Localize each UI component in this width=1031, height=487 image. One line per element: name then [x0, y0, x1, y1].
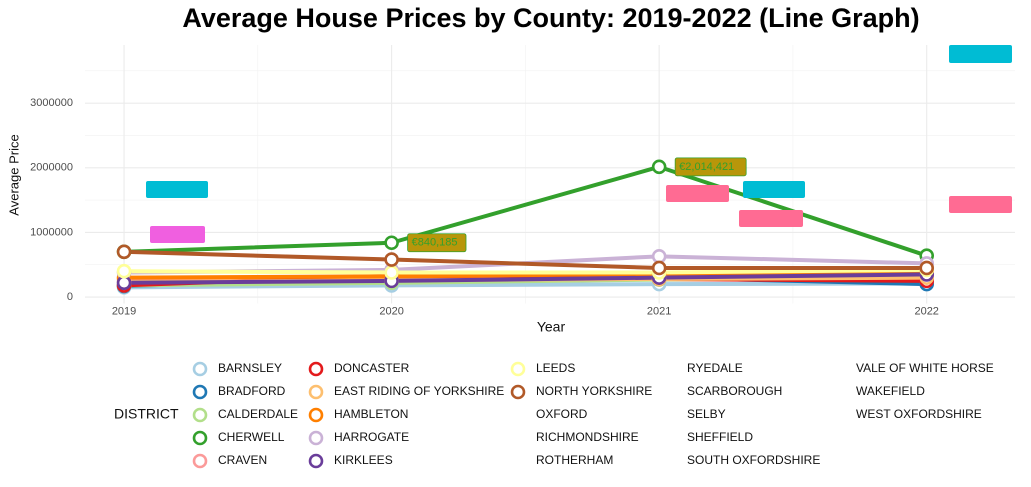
legend-key: [510, 361, 526, 377]
series-line: [124, 281, 927, 290]
x-axis-label: Year: [537, 319, 566, 335]
label-box: [739, 210, 803, 227]
legend-key: [308, 361, 324, 377]
x-tick-label: 2022: [914, 305, 938, 317]
legend-label: RYEDALE: [687, 361, 743, 375]
data-point: [116, 244, 132, 260]
legend-label: CRAVEN: [218, 453, 267, 467]
data-point: [651, 260, 667, 276]
y-tick-label: 0: [67, 291, 73, 303]
x-tick-label: 2020: [379, 305, 403, 317]
legend-key: [308, 384, 324, 400]
data-point: [651, 249, 667, 264]
label-box: [743, 181, 805, 198]
x-tick-label: 2021: [647, 305, 671, 317]
series-line: [124, 249, 927, 270]
legend-key: [192, 384, 208, 400]
series-line: [124, 272, 927, 285]
legend-label: RICHMONDSHIRE: [536, 430, 639, 444]
legend-label: ROTHERHAM: [536, 453, 613, 467]
label-boxes: [146, 45, 1012, 243]
data-point: [384, 265, 399, 280]
legend-label: DONCASTER: [334, 361, 410, 375]
legend-key: [308, 407, 324, 423]
legend-label: WAKEFIELD: [856, 384, 925, 398]
y-tick-label: 3000000: [30, 97, 73, 109]
annotation-box: [674, 157, 747, 177]
y-axis-label: Average Price: [6, 134, 21, 215]
annotation: €840,185: [412, 237, 458, 249]
annotation-box: [407, 233, 467, 253]
legend-key: [192, 361, 208, 377]
x-tick-label: 2019: [112, 305, 136, 317]
legend-label: SOUTH OXFORDSHIRE: [687, 453, 820, 467]
series-line: [124, 267, 927, 275]
legend-label: WEST OXFORDSHIRE: [856, 407, 982, 421]
label-box: [146, 181, 208, 198]
legend-title: DISTRICT: [114, 406, 179, 422]
chart-title: Average House Prices by County: 2019-202…: [182, 3, 919, 33]
legend-label: SHEFFIELD: [687, 430, 753, 444]
label-box: [949, 45, 1012, 63]
data-point: [116, 263, 132, 279]
legend-label: HAMBLETON: [334, 407, 408, 421]
label-box: [666, 185, 729, 202]
y-tick-label: 2000000: [30, 162, 73, 174]
legend-key: [192, 430, 208, 446]
annotation: €2,014,421: [679, 161, 734, 173]
data-point: [384, 252, 399, 267]
legend-label: LEEDS: [536, 361, 575, 375]
plot: €840,185 €2,014,421: [85, 45, 1015, 304]
legend-label: CHERWELL: [218, 430, 285, 444]
legend-key: [192, 453, 208, 469]
legend-label: OXFORD: [536, 407, 588, 421]
legend-key: [510, 384, 526, 400]
legend-key: [192, 407, 208, 423]
legend-label: SCARBOROUGH: [687, 384, 782, 398]
legend-label: SELBY: [687, 407, 726, 421]
legend-label: BARNSLEY: [218, 361, 282, 375]
data-point: [651, 159, 667, 175]
legend-label: VALE OF WHITE HORSE: [856, 361, 994, 375]
data-point: [384, 235, 399, 251]
legend-label: CALDERDALE: [218, 407, 298, 421]
data-point: [116, 275, 132, 291]
label-box: [949, 196, 1012, 213]
label-box: [150, 226, 205, 243]
legend-key: [308, 430, 324, 446]
legend-label: HARROGATE: [334, 430, 409, 444]
legend-label: KIRKLEES: [334, 453, 393, 467]
legend-label: BRADFORD: [218, 384, 286, 398]
legend-key: [308, 453, 324, 469]
y-tick-label: 1000000: [30, 226, 73, 238]
legend-label: EAST RIDING OF YORKSHIRE: [334, 384, 504, 398]
legend-label: NORTH YORKSHIRE: [536, 384, 652, 398]
data-point: [919, 260, 935, 276]
